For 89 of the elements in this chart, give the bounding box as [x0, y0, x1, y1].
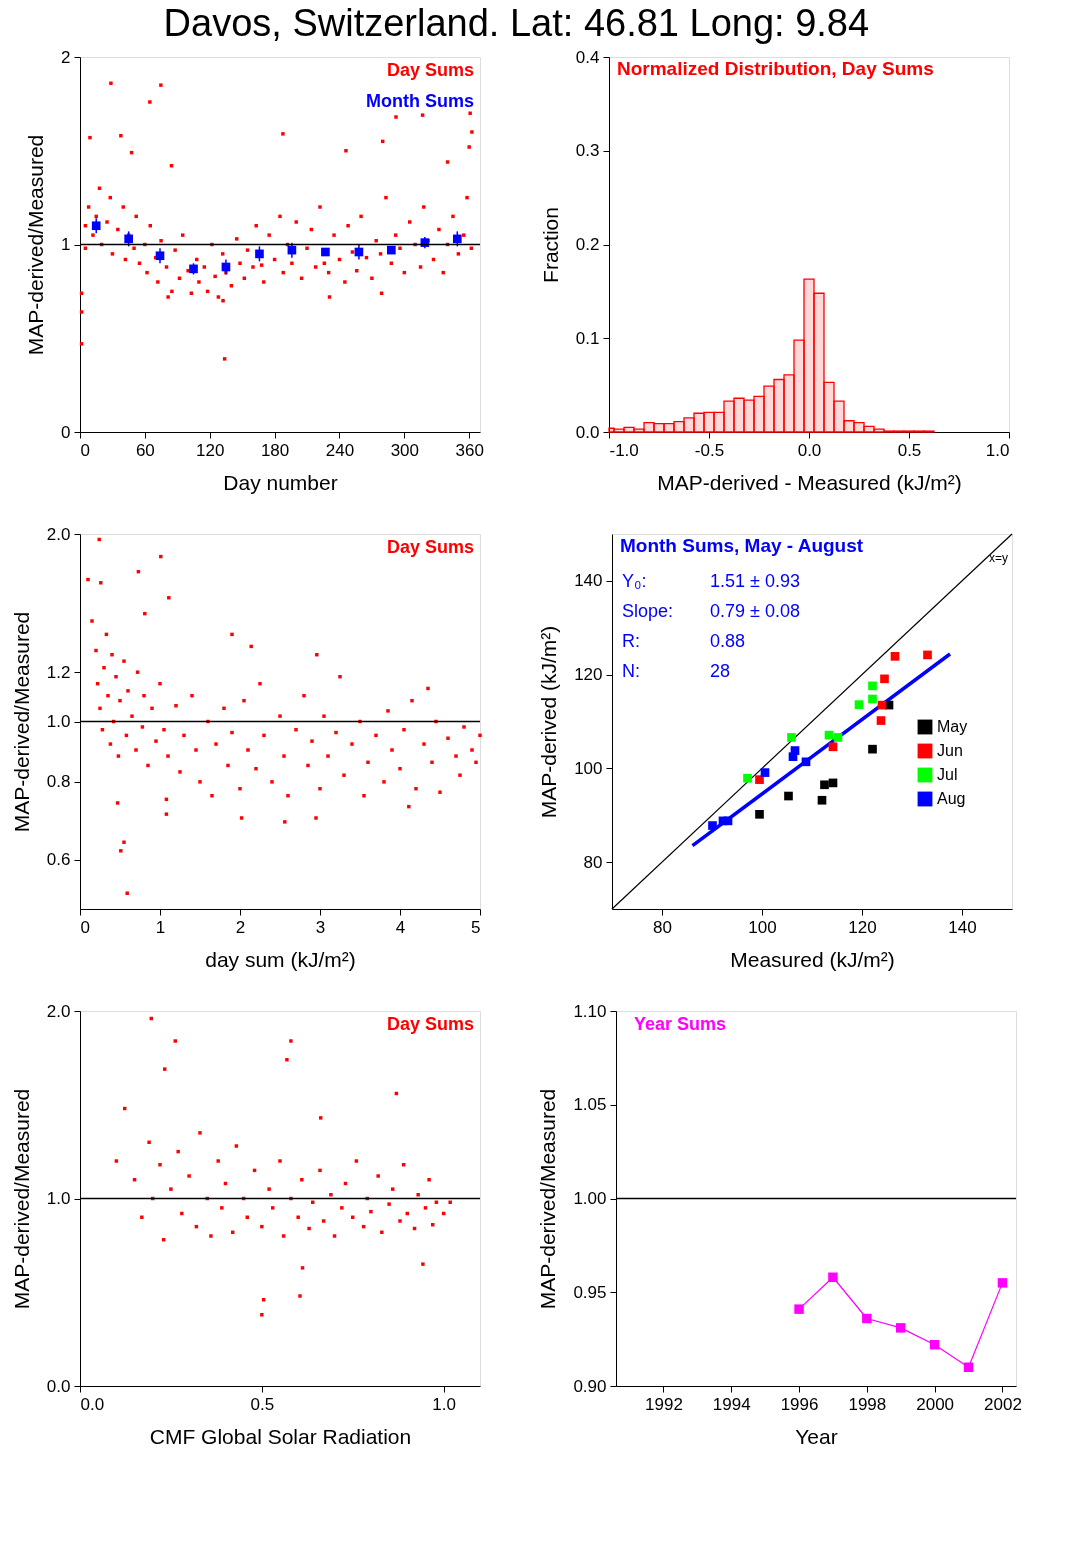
x-tick-label: -1.0 — [609, 440, 639, 460]
x-tick-label: 240 — [325, 440, 355, 460]
x-tick-label: 360 — [455, 440, 484, 460]
x-tick-label: 0.0 — [80, 1394, 105, 1414]
text: Year Sums — [634, 1014, 727, 1034]
x-tick-label: 180 — [260, 440, 290, 460]
x-tick-label: 60 — [135, 440, 155, 460]
annotation: Slope: — [622, 601, 674, 621]
x-tick-label: 3 — [315, 917, 326, 937]
x-tick-label: 120 — [196, 440, 225, 460]
y-tick-label: 1.10 — [573, 1001, 607, 1021]
x-axis-title: day sum (kJ/m²) — [205, 947, 356, 971]
y-axis-title: MAP-derived (kJ/m²) — [537, 625, 561, 819]
x-tick-label: 120 — [848, 917, 877, 937]
legend-label: May — [937, 718, 968, 735]
annotation: 0.79 ± 0.08 — [710, 601, 800, 621]
x-tick-label: 0 — [80, 917, 90, 937]
x-axis-title: CMF Global Solar Radiation — [149, 1424, 412, 1448]
annotation: 28 — [710, 661, 731, 681]
y-tick-label: 0.95 — [573, 1282, 607, 1302]
series-label: Day Sums — [386, 60, 474, 80]
y-tick-label: 0.4 — [575, 47, 600, 67]
x-axis-title: Year — [795, 1424, 838, 1448]
text: Day Sums — [386, 1014, 474, 1034]
legend-label: Aug — [937, 790, 966, 807]
y-axis-title: MAP-derived/Measured — [24, 134, 48, 356]
x-tick-label: 140 — [948, 917, 977, 937]
x-tick-label: 100 — [748, 917, 777, 937]
chart-title: Davos, Switzerland. Lat: 46.81 Long: 9.84 — [163, 1, 870, 44]
y-tick-label: 1.2 — [46, 662, 71, 682]
text: Day Sums — [386, 537, 474, 557]
x-axis-title: Day number — [223, 470, 338, 494]
legend-label: Jun — [937, 742, 963, 759]
y-tick-label: 0.0 — [575, 422, 600, 442]
x-axis-title: MAP-derived - Measured (kJ/m²) — [657, 470, 962, 494]
legend-label: Jul — [937, 766, 958, 783]
x-tick-label: 1994 — [712, 1394, 751, 1414]
text: Month Sums — [366, 91, 474, 111]
y-tick-label: 1.05 — [573, 1095, 607, 1115]
y-tick-label: 0.90 — [573, 1376, 607, 1396]
x-tick-label: 80 — [653, 917, 672, 937]
annotation: Y₀: — [622, 571, 647, 591]
y-tick-label: 0.1 — [575, 328, 600, 348]
y-tick-label: 0 — [61, 422, 71, 442]
y-tick-label: 1.0 — [46, 1189, 71, 1208]
annotation: N: — [622, 661, 640, 681]
y-tick-label: 0.0 — [46, 1376, 71, 1396]
y-tick-label: 120 — [574, 665, 603, 685]
chart-title: Month Sums, May - August — [620, 535, 864, 556]
x-tick-label: 4 — [395, 917, 406, 937]
y-tick-label: 1.0 — [46, 712, 71, 731]
x-tick-label: -0.5 — [694, 440, 725, 460]
y-tick-label: 140 — [574, 571, 603, 591]
y-axis-title: Fraction — [538, 207, 562, 283]
x-axis-title: Measured (kJ/m²) — [730, 947, 895, 971]
x-tick-label: 0.5 — [897, 440, 922, 460]
y-tick-label: 2.0 — [46, 524, 71, 544]
x-tick-label: 1996 — [780, 1394, 819, 1414]
y-tick-label: 80 — [583, 852, 603, 872]
y-tick-label: 0.3 — [575, 141, 600, 161]
y-tick-label: 100 — [574, 758, 603, 778]
y-tick-label: 0.6 — [46, 850, 71, 870]
x-tick-label: 5 — [471, 917, 481, 937]
x-tick-label: 0.0 — [797, 440, 822, 460]
x-tick-label: 1998 — [848, 1394, 887, 1414]
y-axis-title: MAP-derived/Measured — [536, 1088, 560, 1310]
y-tick-label: 1.00 — [573, 1189, 607, 1208]
x-tick-label: 1992 — [645, 1394, 683, 1414]
y-tick-label: 1 — [61, 235, 71, 254]
series-label: x=y — [988, 551, 1008, 565]
x-tick-label: 0.5 — [250, 1394, 275, 1414]
x-tick-label: 2002 — [984, 1394, 1022, 1414]
x-tick-label: 300 — [390, 440, 420, 460]
annotation: R: — [622, 631, 640, 651]
x-tick-label: 2000 — [916, 1394, 955, 1414]
chart-title: Normalized Distribution, Day Sums — [617, 58, 934, 79]
x-tick-label: 1 — [155, 917, 166, 937]
y-axis-title: MAP-derived/Measured — [9, 1088, 33, 1310]
y-tick-label: 2 — [61, 47, 71, 67]
x-tick-label: 1.0 — [432, 1394, 456, 1414]
y-tick-label: 0.2 — [575, 235, 600, 254]
y-tick-label: 0.8 — [46, 772, 71, 792]
x-tick-label: 0 — [80, 440, 90, 460]
y-axis-title: MAP-derived/Measured — [9, 611, 33, 833]
annotation: 0.88 — [710, 631, 746, 651]
x-tick-label: 2 — [235, 917, 246, 937]
annotation: 1.51 ± 0.93 — [710, 571, 800, 591]
x-tick-label: 1.0 — [985, 440, 1010, 460]
y-tick-label: 2.0 — [46, 1001, 71, 1021]
